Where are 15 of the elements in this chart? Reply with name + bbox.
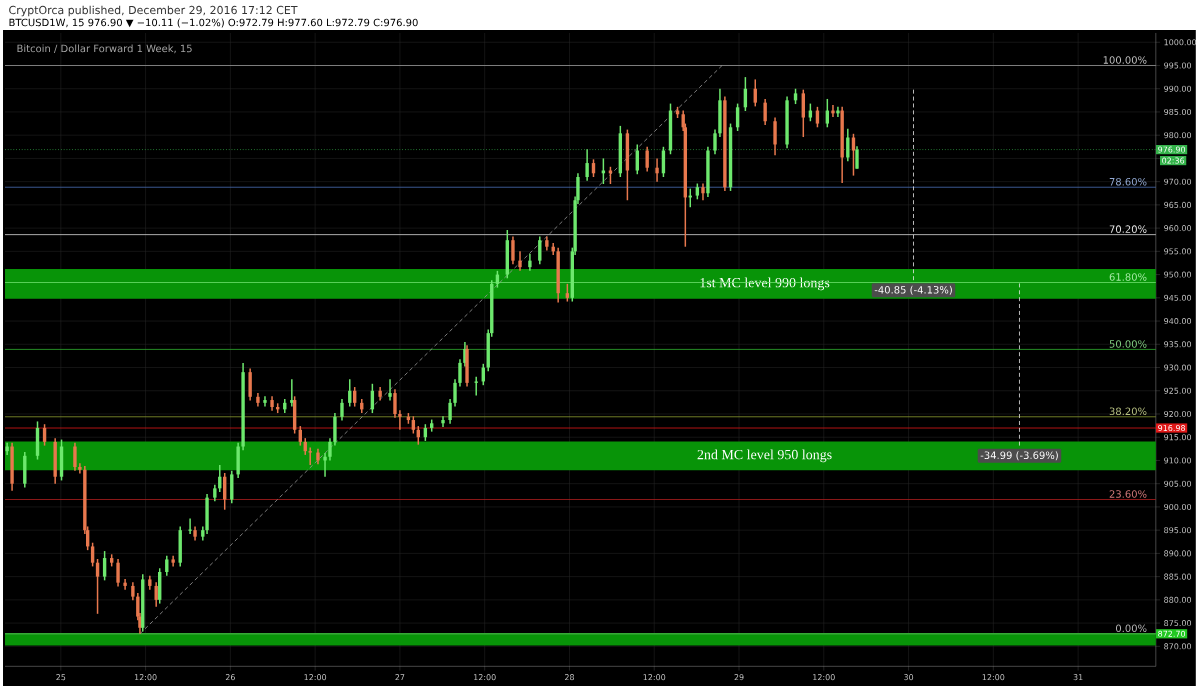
annotation: 23.60% [1109, 490, 1147, 498]
annotation: Bitcoin / Dollar Forward 1 Week, 15 [17, 44, 192, 54]
band-label: 1st MC level 990 longs [700, 277, 830, 291]
annotation: 78.60% [1109, 177, 1147, 186]
annotation: 38.20% [1109, 407, 1147, 415]
chart-subtitle: BTCUSD1W, 15 976.90 ▼ −10.11 (−1.02%) O:972.79 H:977.60 L:972.79 C:976.90 [9, 18, 418, 28]
annotation: 0.00% [1115, 624, 1147, 632]
band-label: 2nd MC level 950 longs [697, 449, 832, 463]
annotation: -34.99 (-3.69%) [980, 451, 1058, 461]
annotation: -40.85 (-4.13%) [874, 285, 952, 295]
annotation: 100.00% [1103, 56, 1147, 64]
chart-title: CryptOrca published, December 29, 2016 17:12 CET [9, 5, 298, 17]
annotation: 70.20% [1109, 225, 1147, 233]
annotation: 61.80% [1109, 273, 1147, 281]
annotation: 50.00% [1109, 340, 1147, 348]
